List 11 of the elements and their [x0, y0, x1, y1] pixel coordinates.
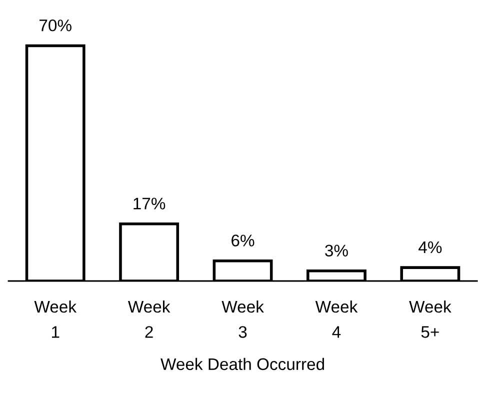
x-axis-title: Week Death Occurred — [160, 358, 324, 370]
x-tick-label: Week 1 — [34, 300, 77, 338]
data-label: 70% — [40, 20, 72, 32]
data-label: 4% — [418, 241, 442, 254]
data-label: 17% — [134, 198, 166, 210]
data-label: 3% — [325, 244, 348, 257]
x-tick-label: Week 3 — [222, 300, 264, 338]
x-tick-label: Week 2 — [128, 300, 170, 338]
data-label: 6% — [232, 234, 254, 246]
x-tick-label: Week 5+ — [409, 300, 452, 338]
x-tick-label: Week 4 — [315, 300, 358, 338]
